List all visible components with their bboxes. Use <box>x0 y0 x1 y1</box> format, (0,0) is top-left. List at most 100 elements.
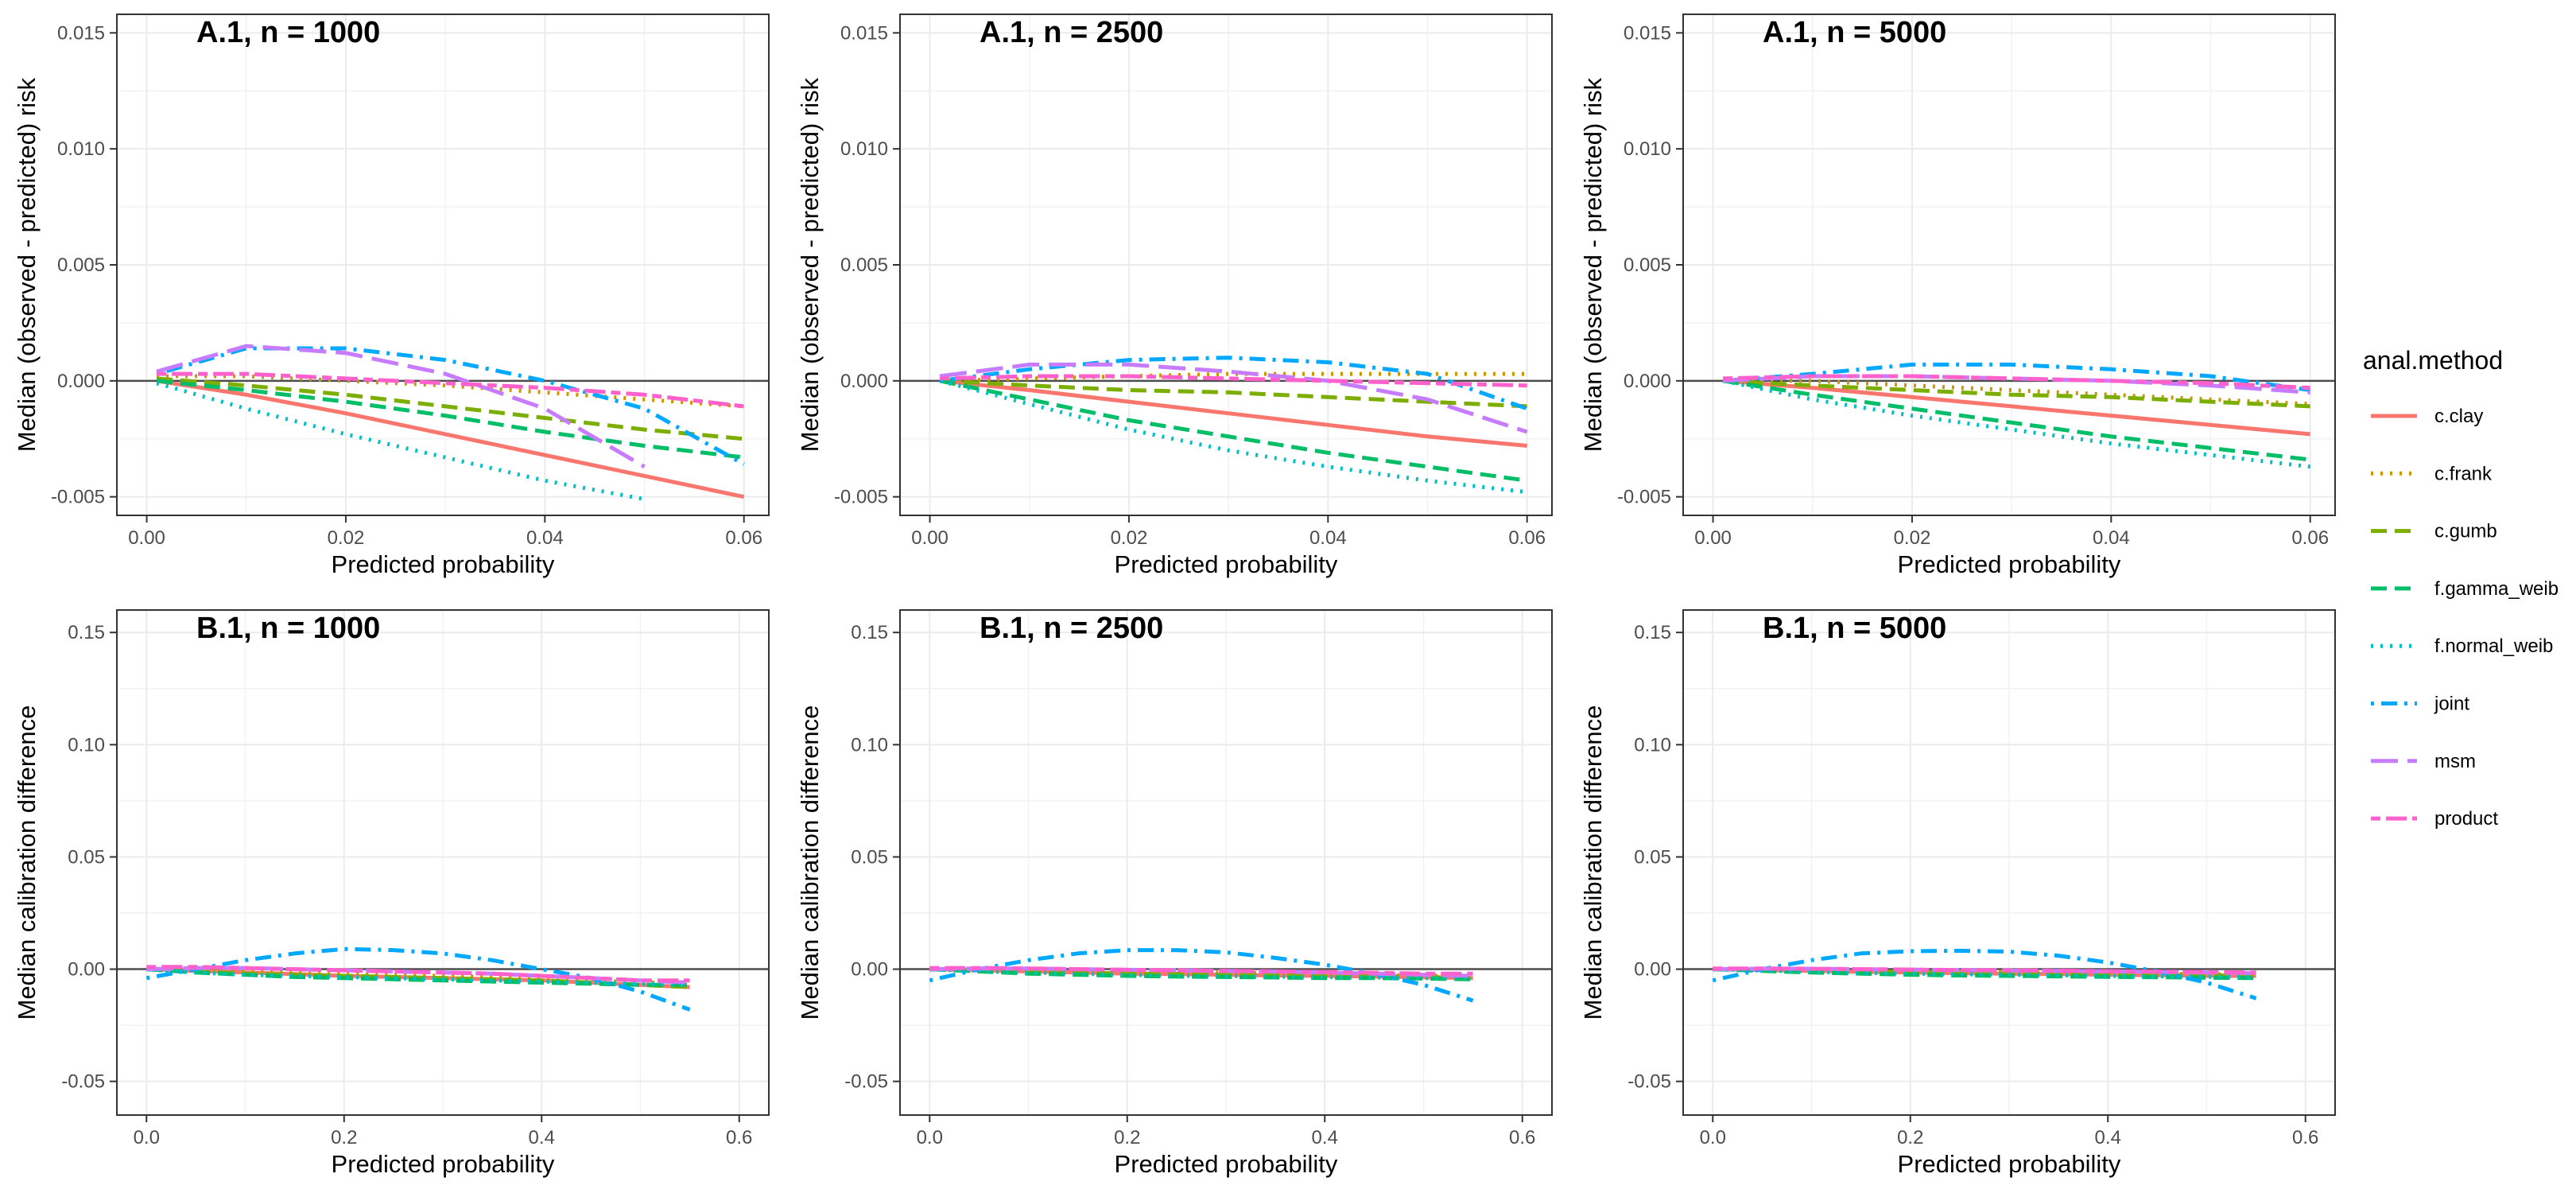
y-tick-label: 0.000 <box>57 371 105 392</box>
panel-title: B.1, n = 1000 <box>196 612 380 645</box>
series-line-c-clay <box>156 379 745 499</box>
x-tick-label: 0.6 <box>726 1127 752 1148</box>
x-tick-label: 0.04 <box>2093 527 2130 549</box>
series-line-c-gumb <box>1722 379 2310 409</box>
x-tick-label: 0.6 <box>1509 1127 1535 1148</box>
series-line-f-gamma-weib <box>939 379 1528 483</box>
panel-border <box>1682 14 2336 516</box>
series-line-product <box>1723 374 2310 391</box>
x-tick-label: 0.06 <box>725 527 762 549</box>
y-axis-label: Median (observed - predicted) risk <box>1579 77 1607 452</box>
x-tick-label: 0.06 <box>2291 527 2329 549</box>
series-line-joint <box>156 346 745 466</box>
legend-item-f-normal-weib: f.normal_weib <box>2371 635 2553 657</box>
x-tick-label: 0.0 <box>917 1127 943 1148</box>
legend-label: f.normal_weib <box>2434 635 2553 657</box>
x-tick-label: 0.2 <box>1897 1127 1923 1148</box>
x-tick-label: 0.02 <box>1111 527 1148 549</box>
x-tick-label: 0.4 <box>529 1127 555 1148</box>
panel-title: B.1, n = 5000 <box>1763 612 1946 645</box>
legend-item-c-clay: c.clay <box>2371 406 2483 427</box>
series-group <box>156 344 745 502</box>
x-tick-label: 0.04 <box>1309 527 1347 549</box>
panel-6: 0.0 0.2 0.4 0.6 -0.05 0.00 0.05 0.10 0.15 B.1, n … <box>1579 609 2336 1178</box>
series-line-f-gamma-weib <box>929 967 1473 981</box>
x-tick-label: 0.4 <box>1312 1127 1338 1148</box>
legend-label: joint <box>2434 694 2469 715</box>
series-line-f-normal-weib <box>156 381 645 502</box>
x-tick-label: 0.02 <box>1894 527 1931 549</box>
y-tick-label: -0.005 <box>51 487 105 508</box>
y-tick-label: 0.010 <box>840 138 888 160</box>
legend-item-c-frank: c.frank <box>2371 463 2493 484</box>
series-line-msm <box>156 344 646 468</box>
x-tick-label: 0.00 <box>1694 527 1732 549</box>
panel-5: 0.0 0.2 0.4 0.6 -0.05 0.00 0.05 0.10 0.15 B.1, n … <box>796 609 1553 1178</box>
x-tick-label: 0.00 <box>128 527 165 549</box>
x-axis-label: Predicted probability <box>1115 1150 1338 1178</box>
y-tick-label: -0.05 <box>1627 1071 1671 1093</box>
series-line-msm <box>939 362 1528 434</box>
series-line-c-gumb <box>939 379 1527 409</box>
y-tick-label: 0.05 <box>851 846 888 868</box>
series-line-c-gumb <box>146 967 690 989</box>
x-axis-label: Predicted probability <box>332 550 555 578</box>
series-line-c-frank <box>1723 379 2310 406</box>
panel-title: A.1, n = 1000 <box>196 16 380 49</box>
y-tick-label: 0.10 <box>68 734 105 756</box>
series-line-c-clay <box>1722 379 2310 437</box>
legend-label: c.gumb <box>2434 521 2497 542</box>
y-tick-label: 0.005 <box>1624 255 1671 276</box>
x-tick-label: 0.0 <box>1700 1127 1726 1148</box>
y-tick-label: -0.05 <box>61 1071 105 1093</box>
legend-title: anal.method <box>2363 346 2503 375</box>
legend: anal.method c.clay c.frank c.gumb f.gamma_we… <box>2363 346 2559 830</box>
series-line-f-gamma-weib <box>1722 379 2310 462</box>
panel-1: 0.00 0.02 0.04 0.06 -0.005 0.000 0.005 0.010 0.0… <box>13 14 770 578</box>
y-tick-label: 0.015 <box>57 22 105 44</box>
legend-label: product <box>2434 808 2498 830</box>
legend-label: c.frank <box>2434 463 2493 484</box>
panel-border <box>1682 609 2336 1116</box>
y-tick-label: 0.15 <box>851 622 888 643</box>
series-group <box>1712 948 2257 1001</box>
series-line-joint <box>1722 362 2311 392</box>
series-line-product <box>146 965 690 983</box>
x-axis-label: Predicted probability <box>332 1150 555 1178</box>
legend-item-product: product <box>2371 808 2498 830</box>
y-axis-label: Median calibration difference <box>796 705 824 1020</box>
panel-title: A.1, n = 2500 <box>980 16 1163 49</box>
series-group <box>1722 362 2311 469</box>
series-line-f-gamma-weib <box>146 967 690 987</box>
y-tick-label: 0.005 <box>57 255 105 276</box>
y-tick-label: 0.05 <box>68 846 105 868</box>
y-tick-label: -0.005 <box>1617 487 1671 508</box>
y-axis-label: Median (observed - predicted) risk <box>13 77 41 452</box>
series-line-product <box>157 371 744 409</box>
panel-title: B.1, n = 2500 <box>980 612 1163 645</box>
y-tick-label: 0.000 <box>840 371 888 392</box>
y-tick-label: 0.10 <box>851 734 888 756</box>
series-line-joint <box>939 356 1528 411</box>
series-line-c-gumb <box>1713 967 2256 978</box>
y-tick-label: 0.15 <box>1634 622 1671 643</box>
series-line-product <box>1713 966 2256 975</box>
y-axis-label: Median calibration difference <box>1579 705 1607 1020</box>
y-tick-label: 0.15 <box>68 622 105 643</box>
y-tick-label: 0.015 <box>1624 22 1671 44</box>
y-tick-label: 0.00 <box>1634 959 1671 981</box>
y-tick-label: 0.00 <box>68 959 105 981</box>
x-tick-label: 0.04 <box>526 527 564 549</box>
legend-item-f-gamma-weib: f.gamma_weib <box>2371 578 2559 600</box>
x-tick-label: 0.06 <box>1508 527 1546 549</box>
x-tick-label: 0.4 <box>2095 1127 2121 1148</box>
series-line-product <box>929 966 1473 976</box>
series-line-c-frank <box>157 374 744 409</box>
y-axis-label: Median calibration difference <box>13 705 41 1020</box>
y-tick-label: 0.00 <box>851 959 888 981</box>
x-axis-label: Predicted probability <box>1115 550 1338 578</box>
legend-label: c.clay <box>2434 406 2483 427</box>
panel-border <box>116 609 770 1116</box>
panel-3: 0.00 0.02 0.04 0.06 -0.005 0.000 0.005 0.010 0.0… <box>1579 14 2336 578</box>
panel-4: 0.0 0.2 0.4 0.6 -0.05 0.00 0.05 0.10 0.15 B.1, n … <box>13 609 770 1178</box>
